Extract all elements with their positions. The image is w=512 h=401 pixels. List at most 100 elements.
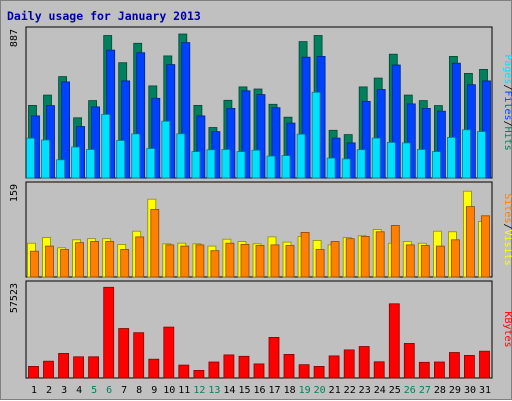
kbytes-legend: KBytes [502,311,512,347]
panel1-pages-bar-15 [236,151,246,179]
panel3-kbytes-bar-5 [88,356,99,379]
panel1-pages-bar-25 [386,141,396,179]
panel2-sites-bar-19 [300,231,310,278]
panel1-files-bar-8 [136,52,146,179]
day-label-22: 22 [344,385,356,396]
visits-sites-legend-visits: Visits [502,230,512,266]
panel1-pages-bar-18 [281,155,291,179]
day-label-19: 19 [299,385,311,396]
panel1-files-bar-17 [271,107,281,179]
panel1-pages-bar-28 [431,151,441,179]
panel2-sites-bar-1 [30,250,39,278]
panel1-pages-bar-10 [161,120,171,179]
day-label-14: 14 [223,385,235,396]
day-label-28: 28 [434,385,446,396]
panel3-kbytes-bar-12 [193,369,205,379]
kbytes-legend-kbytes: KBytes [502,311,512,347]
panel1-files-bar-28 [436,110,446,179]
day-label-7: 7 [121,385,127,396]
panel1-files-bar-9 [151,97,161,179]
panel3-kbytes-bar-13 [208,361,220,379]
day-label-9: 9 [151,385,157,396]
day-label-3: 3 [61,385,67,396]
panel1-files-bar-18 [286,122,296,179]
day-label-23: 23 [359,385,371,396]
panel2-sites-bar-16 [255,245,265,278]
panel1-files-bar-12 [196,115,206,179]
panel1-pages-bar-19 [296,133,306,179]
panel2-sites-bar-27 [420,245,430,278]
day-label-26: 26 [404,385,416,396]
day-label-6: 6 [106,385,112,396]
panel2-sites-bar-28 [435,245,445,278]
day-label-18: 18 [284,385,296,396]
panel1-pages-bar-12 [191,151,201,179]
panel3-kbytes-bar-29 [448,352,460,379]
panel3-kbytes-bar-7 [118,328,130,379]
visits-sites-legend: Sites/Visits [502,193,512,265]
hits-files-pages-legend-separator: / [502,84,512,90]
panel1-pages-bar-6 [101,114,111,179]
panel3-kbytes-bar-11 [178,364,190,379]
panel2-sites-bar-9 [150,209,160,278]
panel1-files-bar-27 [421,108,431,179]
hits-files-pages-legend-separator: / [502,121,512,127]
panel2-sites-bar-5 [90,241,99,278]
panel1-files-bar-5 [91,106,100,179]
panel2-sites-bar-8 [135,236,145,278]
panel1-files-bar-7 [121,80,131,179]
panel2-sites-bar-17 [270,244,280,278]
panel3-kbytes-bar-15 [238,355,250,379]
panel2-sites-bar-10 [165,244,175,278]
panel1-pages-bar-16 [251,149,261,179]
chart-title: Daily usage for January 2013 [7,9,201,23]
visits-axis-max-label: 159 [9,184,20,202]
day-label-10: 10 [163,385,175,396]
day-label-2: 2 [46,385,52,396]
day-label-12: 12 [193,385,205,396]
panel1-files-bar-31 [482,80,491,179]
panel2-sites-bar-25 [390,225,400,278]
hits-files-pages-legend-files: Files [502,90,512,120]
panel3-kbytes-bar-14 [223,354,235,379]
panel2-sites-bar-21 [330,241,340,278]
panel3-kbytes-bar-16 [253,363,265,379]
panel1-files-bar-26 [406,103,416,179]
panel1-pages-bar-5 [86,149,95,179]
day-label-17: 17 [268,385,280,396]
day-label-15: 15 [238,385,250,396]
panel3-kbytes-bar-17 [268,336,280,379]
panel1-pages-bar-24 [371,137,381,179]
panel3-kbytes-bar-1 [28,365,39,379]
visits-sites-legend-separator: / [502,223,512,229]
panel3-kbytes-bar-3 [58,352,69,379]
panel2-sites-bar-23 [360,235,370,278]
panel2-sites-bar-2 [45,245,54,278]
panel3-kbytes-bar-25 [388,303,400,379]
panel1-pages-bar-13 [206,149,216,179]
panel2-sites-bar-30 [465,206,475,278]
panel1-pages-bar-20 [311,91,321,179]
panel1-pages-bar-26 [401,142,411,179]
panel2-sites-bar-26 [405,244,415,278]
panel2-sites-bar-31 [481,215,490,278]
kbytes-axis-max-label: 57523 [9,283,20,313]
panel1-files-bar-24 [376,89,386,179]
panel2-sites-bar-15 [240,243,250,278]
panel3-kbytes-bar-10 [163,326,175,379]
visits-sites-legend-sites: Sites [502,193,512,223]
panel1-pages-bar-11 [176,133,186,179]
panel3-kbytes-bar-27 [418,361,430,379]
panel3-kbytes-bar-23 [358,346,370,379]
panel3-kbytes-bar-9 [148,358,160,379]
panel2-sites-bar-14 [225,242,235,278]
day-label-29: 29 [449,385,461,396]
panel3-kbytes-bar-20 [313,365,325,379]
panel1-files-bar-23 [361,101,371,179]
day-label-11: 11 [178,385,190,396]
panel1-files-bar-29 [451,62,461,179]
panel3-kbytes-bar-18 [283,353,295,379]
panel2-sites-bar-4 [75,242,84,278]
panel2-sites-bar-3 [60,249,69,278]
